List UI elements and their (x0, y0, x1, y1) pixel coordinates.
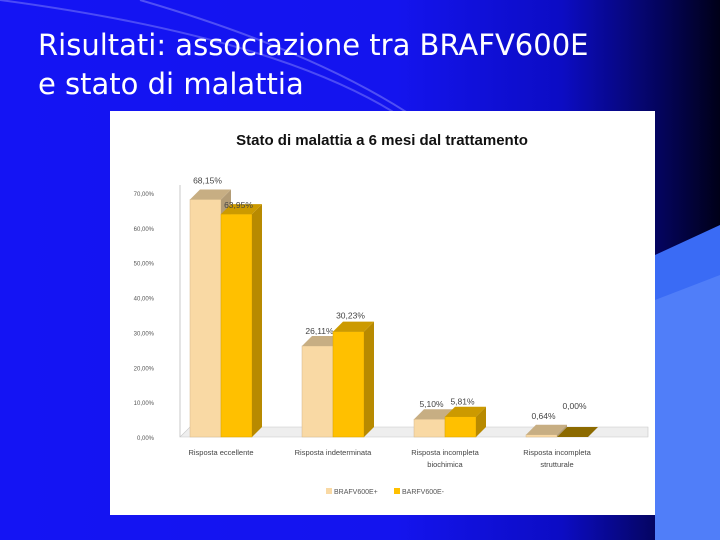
bar-side (364, 321, 374, 437)
y-tick-label: 10,00% (134, 401, 155, 407)
category-label: Risposta eccellente (188, 448, 253, 457)
category-label: biochimica (427, 460, 463, 469)
slide-title-line-1: Risultati: associazione tra BRAFV600E (38, 28, 589, 62)
bar-front (220, 213, 253, 438)
y-tick-label: 0,00% (137, 436, 155, 442)
data-label: 26,11% (305, 326, 334, 336)
chart-title: Stato di malattia a 6 mesi dal trattamen… (236, 132, 528, 149)
category-label: Risposta incompleta (411, 448, 479, 457)
y-tick-label: 50,00% (134, 262, 155, 268)
slide-title-line-2: e stato di malattia (38, 67, 304, 101)
y-tick-label: 20,00% (134, 366, 155, 372)
bar-front (332, 331, 365, 438)
bar-chart: Stato di malattia a 6 mesi dal trattamen… (134, 132, 649, 496)
legend-swatch (326, 488, 332, 494)
bar-side (476, 406, 486, 437)
data-label: 68,15% (193, 175, 222, 185)
y-tick-label: 70,00% (134, 192, 155, 198)
data-label: 0,64% (531, 411, 556, 421)
bar-top (221, 204, 262, 215)
data-label: 5,81% (450, 397, 475, 407)
legend-label: BARFV600E- (402, 489, 445, 496)
data-label: 0,00% (562, 401, 587, 411)
slide-title: Risultati: associazione tra BRAFV600E e … (38, 26, 678, 104)
chart-marks: 0,00% 10,00% 20,00% 30,00% 40,00% 50,00% 60,00… (134, 175, 649, 496)
bar-top (557, 427, 598, 437)
bar-top (333, 321, 374, 332)
data-label: 30,23% (336, 311, 365, 321)
data-label: 5,10% (419, 399, 444, 409)
y-tick-label: 60,00% (134, 227, 155, 233)
legend-label: BRAFV600E+ (334, 489, 378, 496)
bar-top (190, 189, 231, 200)
bar-front (444, 416, 477, 438)
bar-top (526, 424, 567, 435)
y-tick-label: 30,00% (134, 331, 155, 337)
bar-front (301, 345, 334, 438)
bar-front (413, 418, 446, 438)
data-label: 63,95% (224, 200, 253, 210)
y-tick-label: 40,00% (134, 297, 155, 303)
bar-side (557, 424, 567, 437)
category-label: Risposta incompleta (523, 448, 591, 457)
bar-side (252, 204, 262, 437)
category-label: Risposta indeterminata (295, 448, 373, 457)
chart-panel: Stato di malattia a 6 mesi dal trattamen… (110, 111, 655, 515)
bar-front (525, 434, 558, 438)
bar-top (445, 406, 486, 417)
category-label: strutturale (540, 460, 573, 469)
legend-swatch (394, 488, 400, 494)
bar-front (189, 199, 222, 438)
